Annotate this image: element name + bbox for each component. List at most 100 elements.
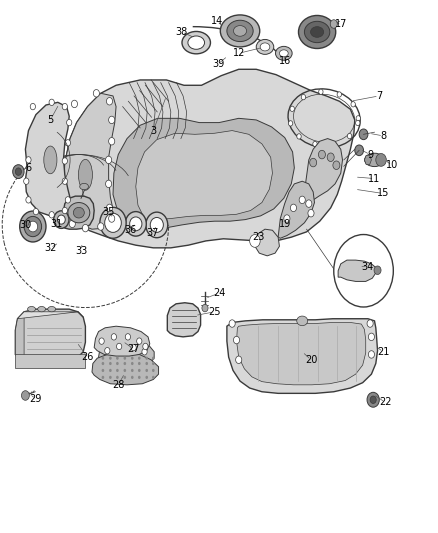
Circle shape xyxy=(116,376,119,379)
Circle shape xyxy=(109,215,115,222)
Text: 27: 27 xyxy=(127,344,140,354)
Circle shape xyxy=(62,103,67,110)
Circle shape xyxy=(288,120,293,126)
Circle shape xyxy=(359,129,368,140)
Ellipse shape xyxy=(279,50,288,57)
Ellipse shape xyxy=(182,31,211,54)
Circle shape xyxy=(332,141,336,147)
Circle shape xyxy=(116,369,119,372)
Text: 39: 39 xyxy=(212,59,224,69)
Circle shape xyxy=(106,204,113,212)
Circle shape xyxy=(30,103,35,110)
Circle shape xyxy=(49,99,54,106)
Ellipse shape xyxy=(100,207,126,238)
Circle shape xyxy=(333,161,340,169)
Polygon shape xyxy=(167,303,201,337)
Circle shape xyxy=(370,396,376,403)
Circle shape xyxy=(131,357,134,360)
Circle shape xyxy=(334,235,393,307)
Circle shape xyxy=(138,357,141,360)
Circle shape xyxy=(102,369,104,372)
Polygon shape xyxy=(278,181,314,238)
Polygon shape xyxy=(15,312,24,358)
Text: 25: 25 xyxy=(208,307,221,317)
Circle shape xyxy=(109,116,115,124)
Ellipse shape xyxy=(80,183,88,190)
Circle shape xyxy=(65,197,71,203)
Circle shape xyxy=(367,392,379,407)
Circle shape xyxy=(26,197,31,203)
Polygon shape xyxy=(25,102,71,216)
Circle shape xyxy=(109,362,112,365)
Circle shape xyxy=(102,376,104,379)
Circle shape xyxy=(374,266,381,274)
Text: 19: 19 xyxy=(279,219,291,229)
Circle shape xyxy=(313,141,317,147)
Text: 10: 10 xyxy=(386,160,398,170)
Text: 9: 9 xyxy=(367,150,373,159)
Circle shape xyxy=(327,153,334,161)
Circle shape xyxy=(145,362,148,365)
Circle shape xyxy=(310,158,317,167)
Text: 15: 15 xyxy=(377,189,389,198)
Text: 6: 6 xyxy=(25,163,32,173)
Circle shape xyxy=(98,223,104,230)
Polygon shape xyxy=(64,93,116,229)
Circle shape xyxy=(33,208,39,215)
Polygon shape xyxy=(92,353,159,385)
Circle shape xyxy=(105,348,110,354)
Polygon shape xyxy=(136,131,272,220)
Circle shape xyxy=(102,362,104,365)
Ellipse shape xyxy=(54,211,69,229)
Circle shape xyxy=(330,20,337,28)
Text: 23: 23 xyxy=(252,232,265,242)
Circle shape xyxy=(117,343,122,350)
Circle shape xyxy=(125,334,131,340)
Ellipse shape xyxy=(28,221,38,232)
Circle shape xyxy=(137,338,142,344)
Ellipse shape xyxy=(297,316,307,326)
Circle shape xyxy=(62,207,67,214)
Circle shape xyxy=(351,102,355,107)
Ellipse shape xyxy=(150,217,163,232)
Circle shape xyxy=(145,369,148,372)
Ellipse shape xyxy=(227,20,253,42)
Polygon shape xyxy=(64,196,94,229)
Text: 33: 33 xyxy=(75,246,87,255)
Polygon shape xyxy=(364,155,371,165)
Circle shape xyxy=(49,212,54,218)
Circle shape xyxy=(26,157,31,163)
Circle shape xyxy=(131,344,136,351)
Circle shape xyxy=(71,100,78,108)
Circle shape xyxy=(116,357,119,360)
Ellipse shape xyxy=(220,15,260,47)
Circle shape xyxy=(202,304,208,312)
Circle shape xyxy=(67,119,72,126)
Ellipse shape xyxy=(20,211,46,242)
Text: 24: 24 xyxy=(213,288,225,298)
Text: 36: 36 xyxy=(124,225,137,235)
Ellipse shape xyxy=(276,46,292,60)
Circle shape xyxy=(367,320,373,327)
Circle shape xyxy=(138,376,141,379)
Text: 31: 31 xyxy=(50,219,62,229)
Circle shape xyxy=(319,89,323,94)
Circle shape xyxy=(290,106,294,111)
Circle shape xyxy=(284,215,290,222)
Ellipse shape xyxy=(105,213,121,232)
Text: 12: 12 xyxy=(233,49,245,58)
Text: 22: 22 xyxy=(379,398,392,407)
Circle shape xyxy=(109,357,112,360)
Ellipse shape xyxy=(364,154,385,167)
Text: 26: 26 xyxy=(81,352,94,362)
Circle shape xyxy=(368,351,374,358)
Text: 16: 16 xyxy=(279,56,291,66)
Ellipse shape xyxy=(28,306,35,312)
Circle shape xyxy=(143,343,148,350)
Ellipse shape xyxy=(78,159,92,190)
Circle shape xyxy=(106,180,112,188)
Circle shape xyxy=(145,357,148,360)
Polygon shape xyxy=(64,69,355,248)
Circle shape xyxy=(356,120,360,126)
Ellipse shape xyxy=(130,217,142,231)
